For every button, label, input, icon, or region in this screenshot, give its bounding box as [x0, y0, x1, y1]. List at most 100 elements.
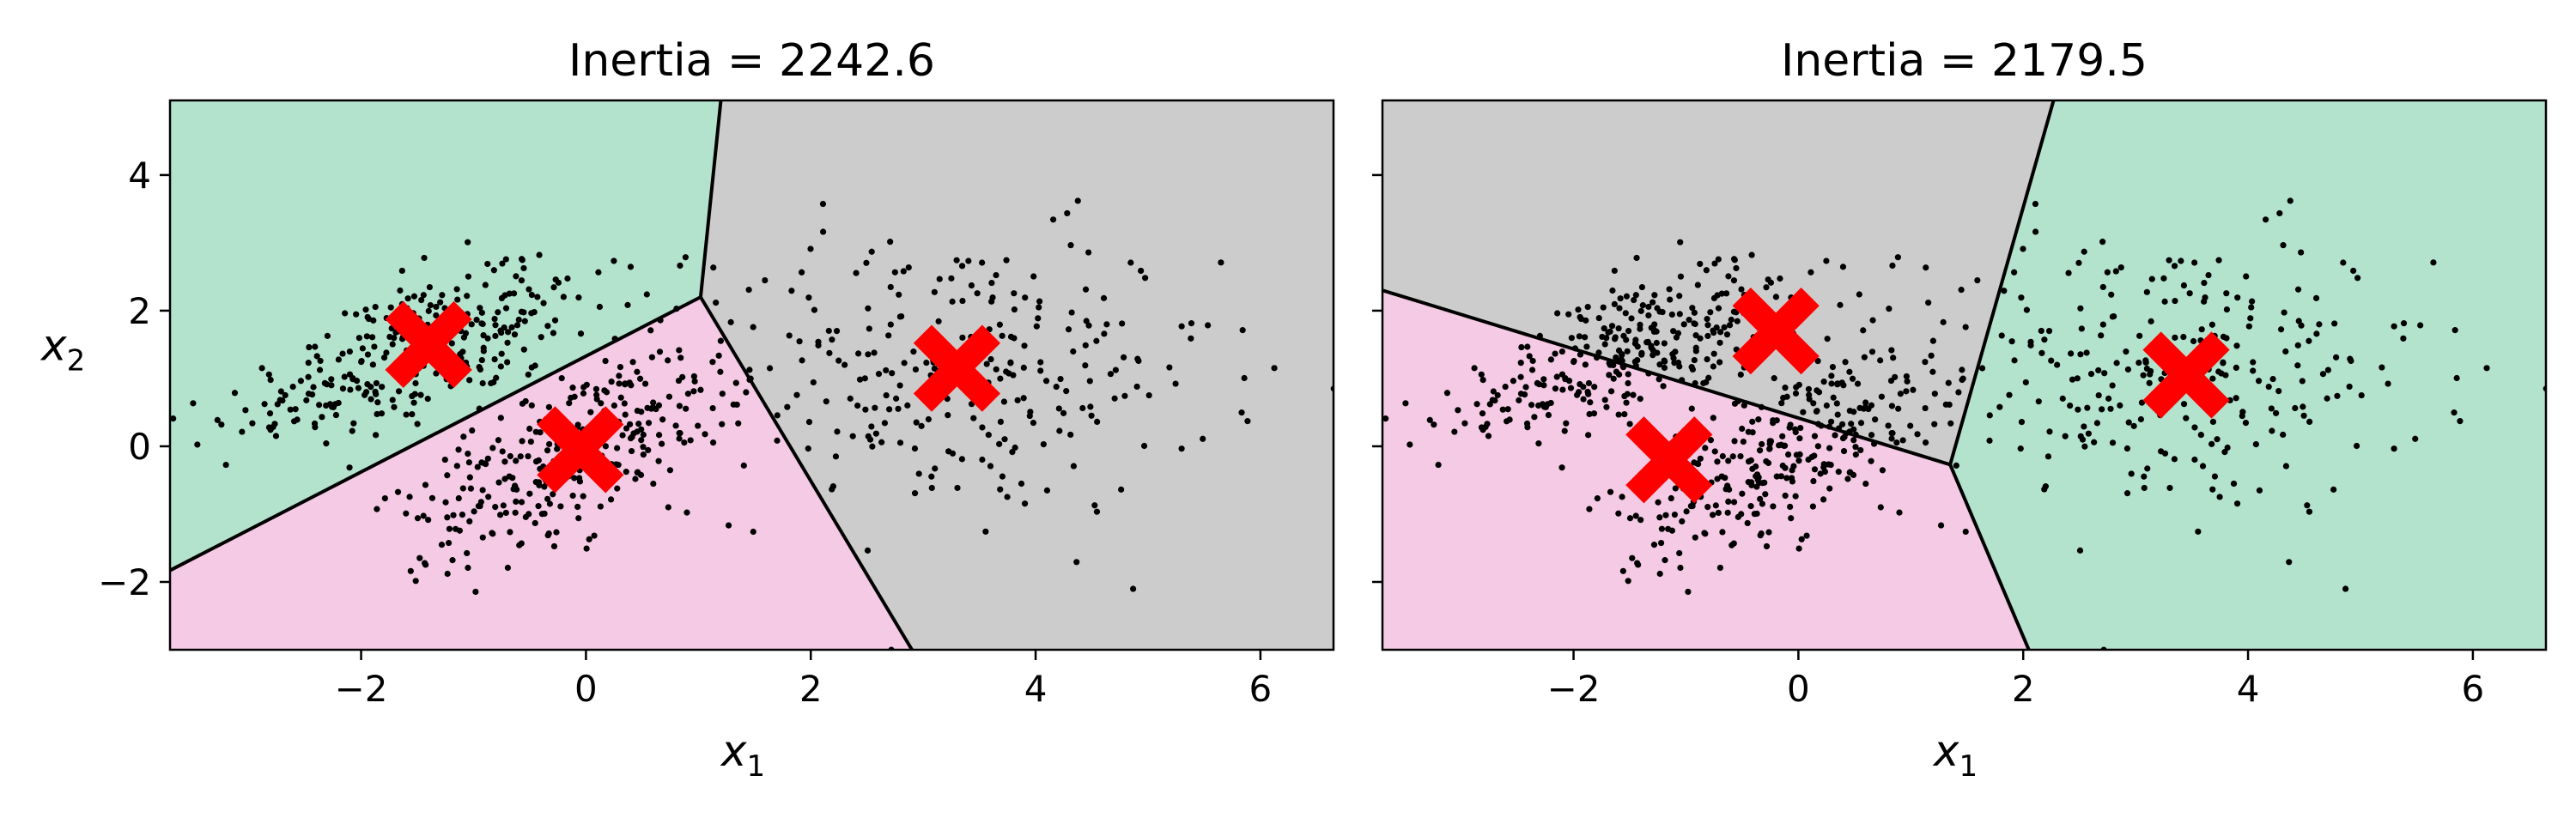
data-point — [1806, 396, 1813, 403]
data-point — [1238, 409, 1245, 416]
data-point — [1619, 362, 1626, 370]
data-point — [231, 390, 239, 397]
data-point — [833, 328, 841, 335]
data-point — [1599, 333, 1606, 341]
data-point — [491, 355, 498, 363]
data-point — [766, 365, 774, 372]
data-point — [1767, 279, 1775, 286]
data-point — [355, 335, 362, 342]
data-point — [492, 322, 499, 329]
data-point — [1840, 447, 1848, 455]
data-point — [1645, 370, 1652, 377]
data-point — [2247, 315, 2254, 322]
data-point — [1582, 361, 1589, 368]
data-point — [1789, 478, 1796, 485]
data-point — [866, 436, 874, 443]
x-tick-label: 0 — [574, 668, 598, 710]
data-point — [2324, 367, 2331, 373]
data-point — [868, 423, 875, 430]
data-point — [502, 305, 510, 312]
data-point — [476, 405, 483, 412]
data-point — [1575, 306, 1582, 313]
data-point — [2300, 403, 2306, 410]
data-point — [421, 254, 428, 262]
data-point — [1814, 421, 1822, 427]
data-point — [1697, 260, 1704, 268]
data-point — [1776, 442, 1783, 449]
data-point — [1535, 440, 1542, 447]
data-point — [1055, 405, 1062, 412]
data-point — [2249, 298, 2256, 305]
data-point — [596, 303, 604, 311]
data-point — [272, 433, 280, 439]
data-point — [346, 371, 354, 378]
data-point — [1757, 532, 1764, 539]
data-point — [1036, 298, 1043, 305]
data-point — [328, 376, 335, 383]
data-point — [2109, 382, 2116, 389]
data-point — [747, 375, 754, 382]
data-point — [450, 512, 457, 518]
chart-title: Inertia = 2179.5 — [1781, 35, 2148, 87]
data-point — [309, 391, 316, 398]
data-point — [1619, 567, 1626, 574]
data-point — [2141, 473, 2148, 480]
data-point — [1788, 515, 1795, 522]
data-point — [1553, 373, 1560, 380]
data-point — [1744, 519, 1751, 527]
data-point — [1860, 327, 1867, 334]
data-point — [472, 588, 479, 596]
data-point — [1748, 251, 1755, 258]
data-point — [2233, 364, 2239, 372]
data-point — [592, 385, 600, 392]
data-point — [1111, 395, 1118, 402]
data-point — [1000, 398, 1008, 405]
data-point — [861, 375, 868, 382]
data-point — [239, 428, 246, 435]
data-point — [1615, 324, 1622, 332]
data-point — [2075, 259, 2082, 266]
data-point — [2062, 433, 2069, 439]
data-point — [1796, 451, 1803, 458]
data-point — [1755, 479, 1763, 487]
data-point — [395, 388, 403, 395]
data-point — [623, 425, 630, 432]
data-point — [1824, 336, 1831, 342]
data-point — [550, 491, 556, 498]
data-point — [1609, 287, 1616, 294]
data-point — [1022, 294, 1029, 301]
data-point — [386, 333, 393, 341]
data-point — [1637, 517, 1644, 524]
data-point — [1668, 494, 1674, 502]
data-point — [551, 317, 559, 324]
data-point — [655, 432, 663, 439]
data-point — [629, 433, 635, 440]
data-point — [676, 403, 683, 409]
data-point — [2099, 283, 2106, 291]
data-point — [2125, 419, 2132, 426]
data-point — [676, 430, 683, 437]
data-point — [1565, 311, 1572, 318]
data-point — [887, 321, 894, 328]
data-point — [553, 529, 560, 536]
data-point — [1868, 457, 1874, 464]
data-point — [872, 404, 878, 411]
data-point — [359, 345, 366, 352]
data-point — [406, 494, 413, 500]
data-point — [1670, 328, 1677, 335]
data-point — [2084, 404, 2091, 411]
data-point — [2038, 327, 2044, 335]
data-point — [1996, 403, 2003, 410]
data-point — [2201, 279, 2208, 287]
data-point — [1739, 490, 1746, 497]
data-point — [650, 399, 657, 406]
data-point — [893, 395, 900, 402]
data-point — [871, 349, 878, 356]
data-point — [683, 509, 690, 516]
data-point — [2041, 336, 2048, 343]
x-tick-label: −2 — [1547, 668, 1601, 710]
decision-boundary-1 — [170, 295, 702, 573]
data-point — [446, 525, 453, 532]
data-point — [1667, 296, 1674, 303]
data-point — [316, 402, 323, 409]
